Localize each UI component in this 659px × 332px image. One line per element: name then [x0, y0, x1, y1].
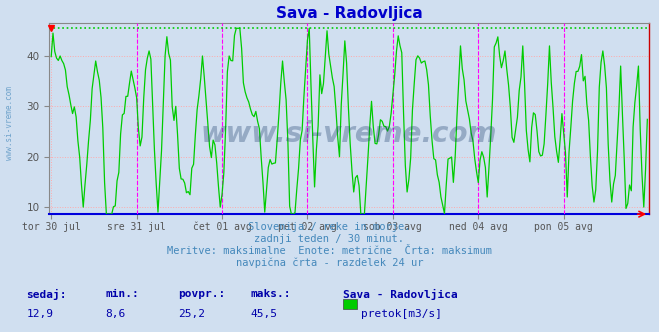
Title: Sava - Radovljica: Sava - Radovljica [276, 6, 422, 21]
Text: min.:: min.: [105, 289, 139, 299]
Text: 45,5: 45,5 [250, 309, 277, 319]
Text: pretok[m3/s]: pretok[m3/s] [361, 309, 442, 319]
Text: 8,6: 8,6 [105, 309, 126, 319]
Text: Meritve: maksimalne  Enote: metrične  Črta: maksimum: Meritve: maksimalne Enote: metrične Črta… [167, 246, 492, 256]
Text: Slovenija / reke in morje.: Slovenija / reke in morje. [248, 222, 411, 232]
Text: sedaj:: sedaj: [26, 289, 67, 300]
Text: www.si-vreme.com: www.si-vreme.com [5, 86, 14, 160]
Text: maks.:: maks.: [250, 289, 291, 299]
Text: 25,2: 25,2 [178, 309, 205, 319]
Text: navpična črta - razdelek 24 ur: navpična črta - razdelek 24 ur [236, 257, 423, 268]
Text: Sava - Radovljica: Sava - Radovljica [343, 289, 457, 300]
Text: povpr.:: povpr.: [178, 289, 225, 299]
Text: www.si-vreme.com: www.si-vreme.com [201, 120, 498, 148]
Text: 12,9: 12,9 [26, 309, 53, 319]
Text: zadnji teden / 30 minut.: zadnji teden / 30 minut. [254, 234, 405, 244]
